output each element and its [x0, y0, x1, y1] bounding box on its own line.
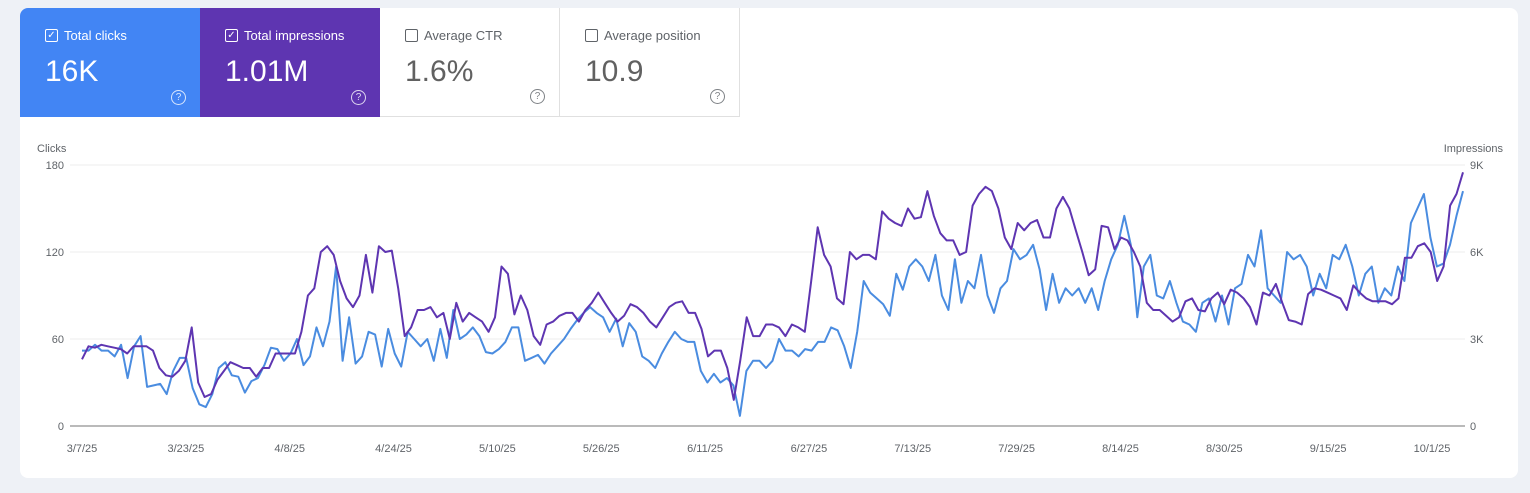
- help-circle-icon[interactable]: ?: [171, 90, 186, 105]
- x-tick-label: 7/29/25: [998, 443, 1035, 455]
- left-tick-label: 180: [46, 160, 64, 172]
- metric-label: Average position: [604, 28, 701, 43]
- metric-value: 1.01M: [225, 55, 309, 88]
- x-tick-label: 6/27/25: [791, 443, 828, 455]
- right-tick-label: 9K: [1470, 160, 1484, 172]
- x-tick-label: 5/26/25: [583, 443, 620, 455]
- metric-value: 1.6%: [405, 55, 474, 88]
- metric-label: Total clicks: [64, 28, 127, 43]
- right-tick-label: 0: [1470, 421, 1476, 433]
- left-axis-label: Clicks: [37, 143, 67, 155]
- left-tick-label: 0: [58, 421, 64, 433]
- left-tick-label: 120: [46, 247, 64, 259]
- help-circle-icon[interactable]: ?: [530, 89, 545, 104]
- metric-total-impressions[interactable]: ✓ Total impressions 1.01M ?: [200, 8, 380, 117]
- x-tick-label: 7/13/25: [894, 443, 931, 455]
- series-line-impressions: [81, 172, 1464, 401]
- checkbox-empty-icon[interactable]: [585, 29, 598, 42]
- metric-label: Total impressions: [244, 28, 345, 43]
- x-tick-label: 8/30/25: [1206, 443, 1243, 455]
- checkbox-checked-icon[interactable]: ✓: [45, 29, 58, 42]
- x-tick-label: 4/8/25: [274, 443, 305, 455]
- x-tick-label: 3/7/25: [67, 443, 98, 455]
- x-tick-label: 8/14/25: [1102, 443, 1139, 455]
- x-tick-label: 5/10/25: [479, 443, 516, 455]
- checkbox-empty-icon[interactable]: [405, 29, 418, 42]
- metric-label: Average CTR: [424, 28, 503, 43]
- x-tick-label: 4/24/25: [375, 443, 412, 455]
- metric-value: 10.9: [585, 55, 644, 88]
- series-line-clicks: [82, 190, 1464, 417]
- help-circle-icon[interactable]: ?: [710, 89, 725, 104]
- metric-average-ctr[interactable]: Average CTR 1.6% ?: [380, 8, 560, 117]
- x-tick-label: 9/15/25: [1310, 443, 1347, 455]
- metric-value: 16K: [45, 55, 99, 88]
- performance-card: ✓ Total clicks 16K ? ✓ Total impressions 1…: [20, 8, 1518, 478]
- checkbox-checked-icon[interactable]: ✓: [225, 29, 238, 42]
- metric-total-clicks[interactable]: ✓ Total clicks 16K ?: [20, 8, 200, 117]
- x-tick-label: 6/11/25: [687, 443, 723, 455]
- metric-average-position[interactable]: Average position 10.9 ?: [560, 8, 740, 117]
- help-circle-icon[interactable]: ?: [351, 90, 366, 105]
- right-tick-label: 6K: [1470, 247, 1484, 259]
- left-tick-label: 60: [52, 334, 64, 346]
- right-axis-label: Impressions: [1444, 143, 1504, 155]
- right-tick-label: 3K: [1470, 334, 1484, 346]
- x-tick-label: 3/23/25: [167, 443, 204, 455]
- x-tick-label: 10/1/25: [1414, 443, 1451, 455]
